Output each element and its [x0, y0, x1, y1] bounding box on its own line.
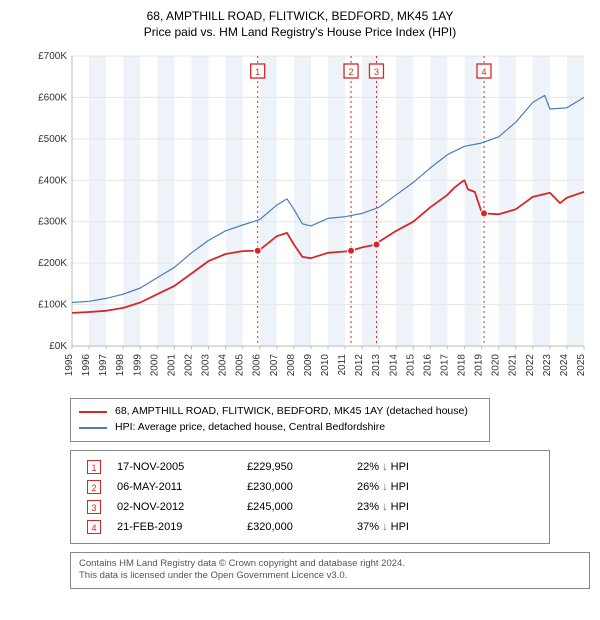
sale-diff: 23% ↓ HPI — [351, 497, 539, 517]
legend-swatch — [79, 427, 107, 429]
svg-text:1998: 1998 — [115, 354, 126, 377]
sale-price: £245,000 — [241, 497, 351, 517]
svg-text:2012: 2012 — [354, 354, 365, 377]
svg-text:2017: 2017 — [439, 354, 450, 377]
sale-diff: 37% ↓ HPI — [351, 517, 539, 537]
svg-text:2003: 2003 — [201, 354, 212, 377]
svg-text:2007: 2007 — [269, 354, 280, 377]
sale-diff: 26% ↓ HPI — [351, 477, 539, 497]
chart-title: 68, AMPTHILL ROAD, FLITWICK, BEDFORD, MK… — [10, 8, 590, 40]
svg-text:1995: 1995 — [64, 354, 75, 377]
sales-row: 2 06-MAY-2011£230,00026% ↓ HPI — [81, 477, 539, 497]
arrow-down-icon: ↓ — [382, 461, 388, 473]
svg-text:2022: 2022 — [525, 354, 536, 377]
svg-text:£700K: £700K — [38, 51, 67, 62]
sale-marker: 3 — [87, 500, 101, 514]
legend-item: 68, AMPTHILL ROAD, FLITWICK, BEDFORD, MK… — [79, 404, 481, 420]
arrow-down-icon: ↓ — [382, 521, 388, 533]
sales-row: 4 21-FEB-2019£320,00037% ↓ HPI — [81, 517, 539, 537]
svg-text:2011: 2011 — [337, 354, 348, 376]
svg-text:2002: 2002 — [183, 354, 194, 377]
svg-text:£300K: £300K — [38, 217, 67, 228]
title-subtitle: Price paid vs. HM Land Registry's House … — [10, 24, 590, 40]
arrow-down-icon: ↓ — [382, 481, 388, 493]
sale-price: £229,950 — [241, 457, 351, 477]
svg-text:2000: 2000 — [149, 354, 160, 377]
svg-text:£200K: £200K — [38, 259, 67, 270]
svg-text:2013: 2013 — [371, 354, 382, 377]
svg-text:2021: 2021 — [508, 354, 519, 377]
svg-text:2014: 2014 — [388, 354, 399, 377]
svg-text:2024: 2024 — [559, 354, 570, 377]
svg-text:2018: 2018 — [457, 354, 468, 377]
legend-label: 68, AMPTHILL ROAD, FLITWICK, BEDFORD, MK… — [115, 404, 468, 420]
title-address: 68, AMPTHILL ROAD, FLITWICK, BEDFORD, MK… — [10, 8, 590, 24]
svg-text:£0K: £0K — [49, 341, 67, 352]
svg-text:2020: 2020 — [491, 354, 502, 377]
chart-legend: 68, AMPTHILL ROAD, FLITWICK, BEDFORD, MK… — [70, 398, 490, 442]
svg-text:£400K: £400K — [38, 176, 67, 187]
svg-text:1: 1 — [255, 67, 260, 77]
svg-text:2009: 2009 — [303, 354, 314, 377]
svg-text:4: 4 — [481, 67, 486, 77]
svg-text:2023: 2023 — [542, 354, 553, 377]
attribution: Contains HM Land Registry data © Crown c… — [70, 552, 590, 589]
sale-marker: 2 — [87, 480, 101, 494]
sales-row: 3 02-NOV-2012£245,00023% ↓ HPI — [81, 497, 539, 517]
svg-text:1999: 1999 — [132, 354, 143, 377]
svg-text:2005: 2005 — [235, 354, 246, 377]
sales-table: 1 17-NOV-2005£229,95022% ↓ HPI 2 06-MAY-201… — [70, 450, 550, 544]
svg-text:2010: 2010 — [320, 354, 331, 377]
sale-marker: 4 — [87, 520, 101, 534]
legend-swatch — [79, 411, 107, 413]
svg-text:2001: 2001 — [166, 354, 177, 377]
sale-date: 06-MAY-2011 — [111, 477, 241, 497]
svg-text:£600K: £600K — [38, 93, 67, 104]
svg-text:3: 3 — [374, 67, 379, 77]
svg-text:2015: 2015 — [405, 354, 416, 377]
attribution-line1: Contains HM Land Registry data © Crown c… — [79, 558, 405, 569]
svg-text:2004: 2004 — [218, 354, 229, 377]
sale-date: 17-NOV-2005 — [111, 457, 241, 477]
legend-label: HPI: Average price, detached house, Cent… — [115, 420, 385, 436]
svg-text:1996: 1996 — [81, 354, 92, 377]
svg-text:2016: 2016 — [422, 354, 433, 377]
sales-row: 1 17-NOV-2005£229,95022% ↓ HPI — [81, 457, 539, 477]
svg-text:£100K: £100K — [38, 300, 67, 311]
sale-marker: 1 — [87, 460, 101, 474]
svg-text:2025: 2025 — [576, 354, 587, 377]
sale-date: 02-NOV-2012 — [111, 497, 241, 517]
svg-text:2: 2 — [349, 67, 354, 77]
legend-item: HPI: Average price, detached house, Cent… — [79, 420, 481, 436]
sale-price: £230,000 — [241, 477, 351, 497]
svg-text:£500K: £500K — [38, 134, 67, 145]
svg-text:1997: 1997 — [98, 354, 109, 377]
chart-container: 68, AMPTHILL ROAD, FLITWICK, BEDFORD, MK… — [0, 0, 600, 595]
svg-text:2006: 2006 — [252, 354, 263, 377]
arrow-down-icon: ↓ — [382, 501, 388, 513]
attribution-line2: This data is licensed under the Open Gov… — [79, 570, 347, 581]
sale-date: 21-FEB-2019 — [111, 517, 241, 537]
chart-svg: £0K £100K £200K £300K £400K £500K £600K £700K 19… — [30, 46, 590, 386]
sale-diff: 22% ↓ HPI — [351, 457, 539, 477]
sale-price: £320,000 — [241, 517, 351, 537]
svg-text:2019: 2019 — [474, 354, 485, 377]
line-chart: £0K £100K £200K £300K £400K £500K £600K £700K 19… — [30, 46, 590, 386]
svg-text:2008: 2008 — [286, 354, 297, 377]
